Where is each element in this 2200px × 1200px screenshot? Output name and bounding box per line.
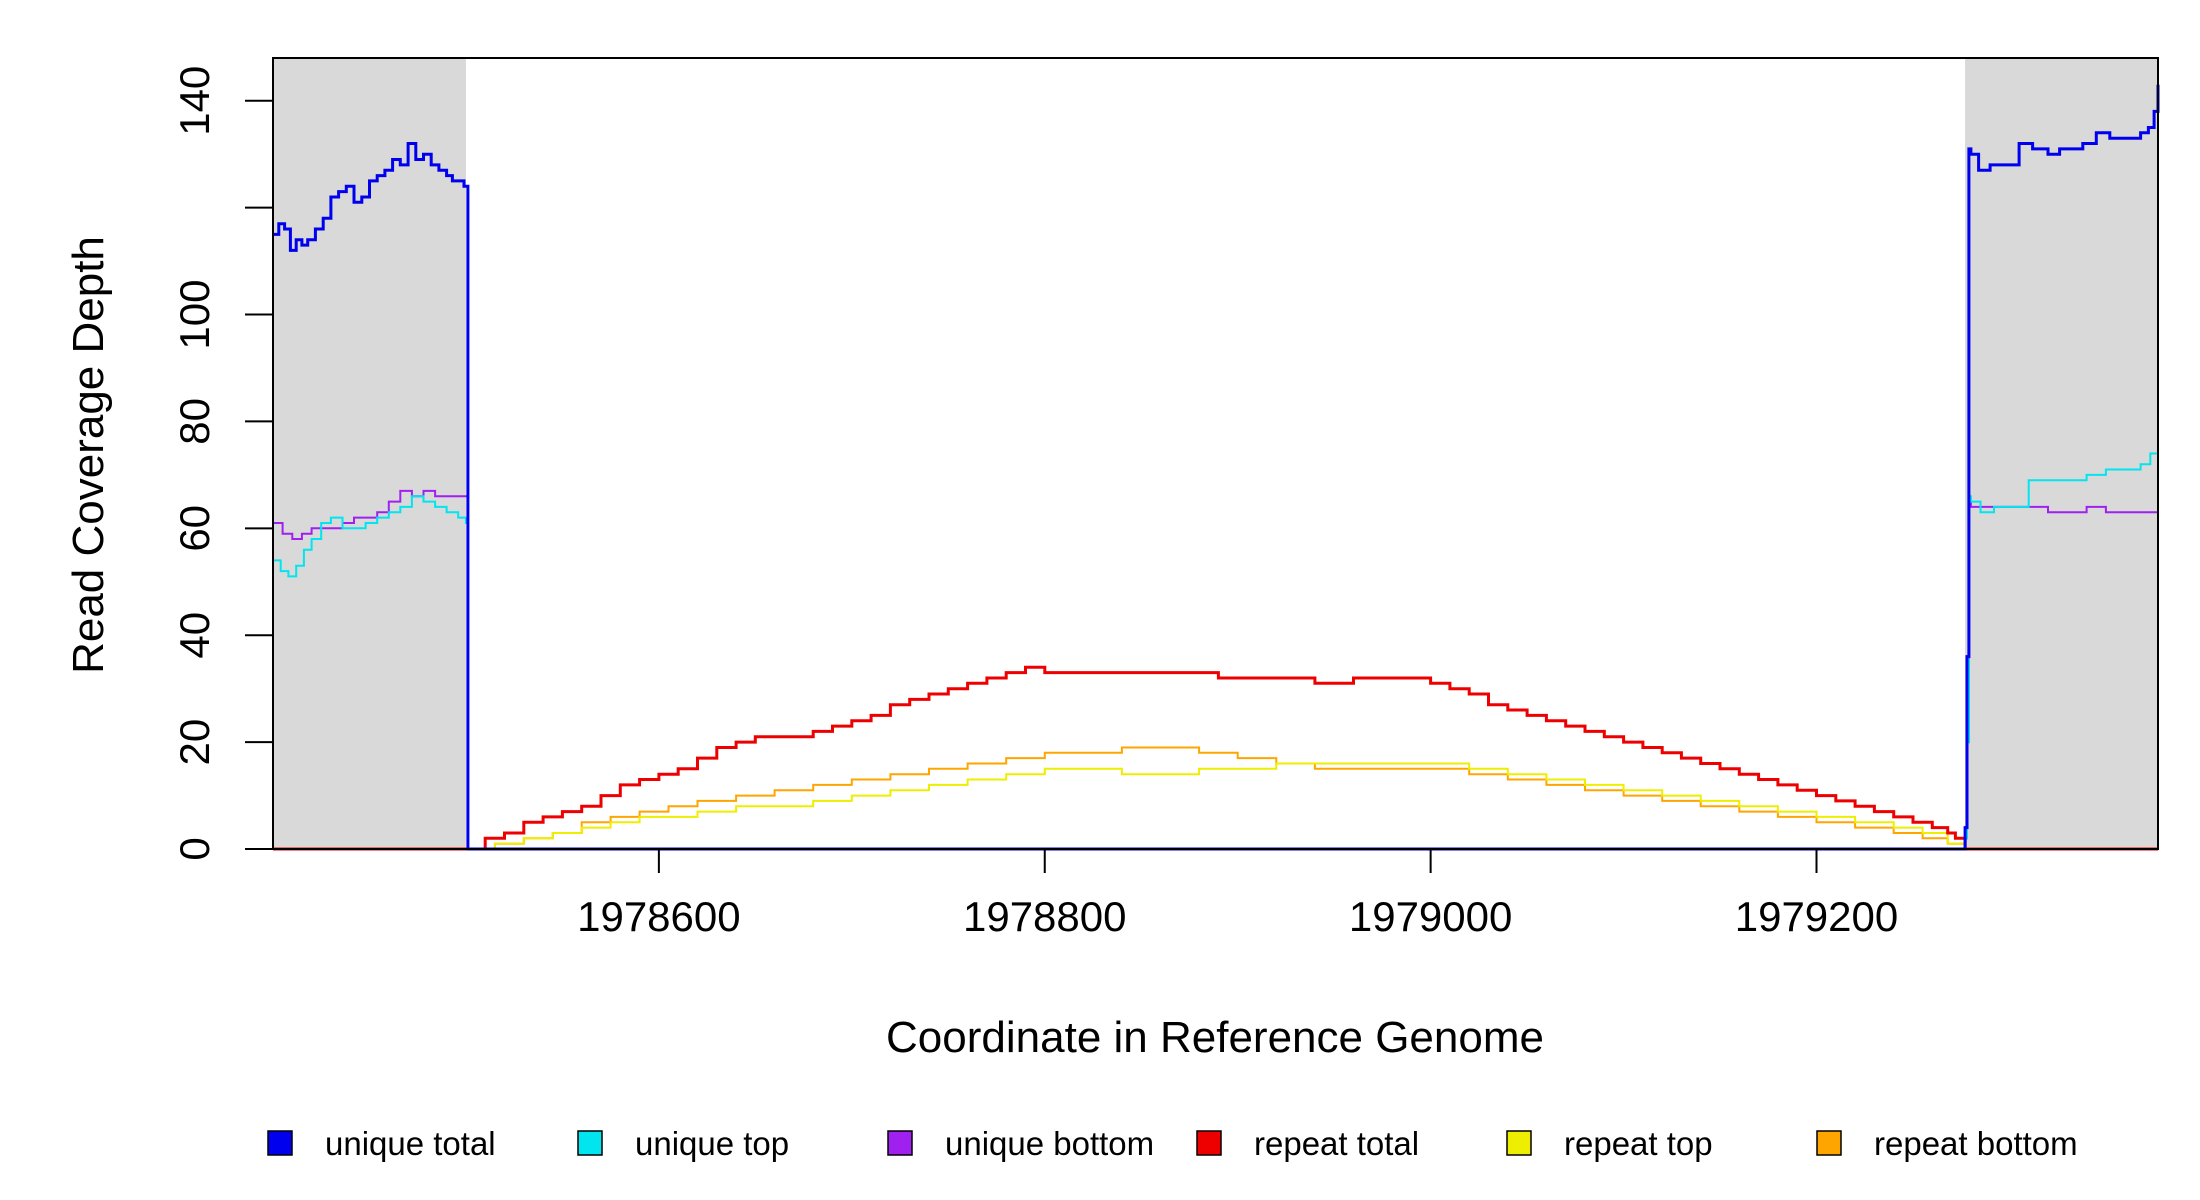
legend-swatch-unique-top: [577, 1130, 603, 1156]
legend-label: repeat total: [1254, 1125, 1419, 1162]
y-tick-label: 140: [171, 66, 218, 136]
y-tick-label: 20: [171, 719, 218, 766]
y-tick-label: 0: [171, 837, 218, 860]
x-axis-label: Coordinate in Reference Genome: [886, 1013, 1544, 1062]
legend-swatch-repeat-top: [1506, 1130, 1532, 1156]
x-tick-label: 1978800: [963, 893, 1127, 940]
legend-label: repeat bottom: [1874, 1125, 2078, 1162]
series-line-unique-total: [273, 84, 2160, 851]
y-axis: 0 20 40 60 80 100 140: [171, 66, 273, 861]
shaded-regions: [273, 58, 2158, 849]
legend-swatch-repeat-total: [1196, 1130, 1222, 1156]
series-line-unique-bottom: [273, 489, 2159, 850]
legend-label: unique top: [635, 1125, 789, 1162]
y-tick-label: 100: [171, 280, 218, 350]
y-tick-label: 60: [171, 505, 218, 552]
plot-frame: [272, 57, 2159, 850]
legend-swatch-unique-bottom: [887, 1130, 913, 1156]
legend-swatch-repeat-bottom: [1816, 1130, 1842, 1156]
x-tick-label: 1979200: [1735, 893, 1899, 940]
legend: unique total unique top unique bottom repea…: [267, 1125, 2078, 1162]
legend-label: unique bottom: [945, 1125, 1154, 1162]
series-line-unique-top: [273, 432, 2159, 850]
legend-label: repeat top: [1564, 1125, 1713, 1162]
shaded-region-2: [1965, 58, 2158, 849]
x-axis: 1978600 1978800 1979000 1979200: [577, 849, 1898, 940]
series-line-repeat-top: [273, 762, 2158, 850]
y-tick-label: 40: [171, 612, 218, 659]
y-tick-label: 80: [171, 398, 218, 445]
series-line-repeat-total: [273, 665, 2158, 851]
series-lines: [273, 84, 2160, 851]
x-tick-label: 1978600: [577, 893, 741, 940]
legend-swatch-unique-total: [267, 1130, 293, 1156]
legend-label: unique total: [325, 1125, 496, 1162]
x-tick-label: 1979000: [1349, 893, 1513, 940]
shaded-region-1: [273, 58, 466, 849]
y-axis-label: Read Coverage Depth: [64, 236, 113, 674]
series-line-repeat-bottom: [273, 746, 2158, 850]
